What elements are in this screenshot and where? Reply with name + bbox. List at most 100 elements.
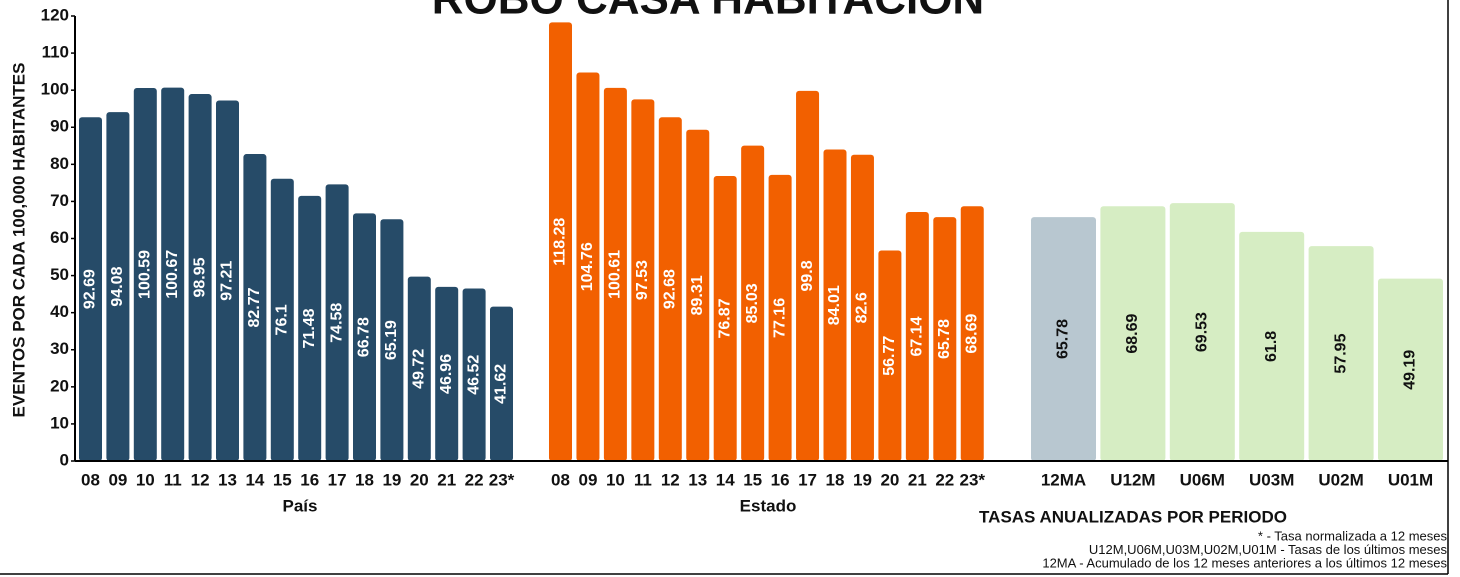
x-tick-label: 10 xyxy=(606,470,625,489)
x-tick-label: 10 xyxy=(136,470,155,489)
value-label: 77.16 xyxy=(771,298,788,338)
bar xyxy=(549,22,572,462)
value-label: 84.01 xyxy=(826,285,843,325)
bar xyxy=(576,72,600,461)
x-tick-label: 18 xyxy=(355,470,374,489)
x-tick-label: 12 xyxy=(661,470,680,489)
x-tick-label: 13 xyxy=(688,470,707,489)
value-label: 76.1 xyxy=(274,304,291,335)
x-tick-label: 23* xyxy=(489,470,515,489)
bar xyxy=(686,129,710,461)
x-tick-label: U01M xyxy=(1388,470,1433,489)
x-tick-label: 23* xyxy=(959,470,985,489)
value-label: 68.69 xyxy=(1124,314,1141,354)
bar xyxy=(1378,278,1443,461)
bar xyxy=(133,87,157,461)
bar xyxy=(161,87,185,462)
bar xyxy=(1169,203,1235,461)
bar xyxy=(796,90,820,462)
y-tick-label: 10 xyxy=(50,413,69,432)
x-tick-label: 14 xyxy=(245,470,264,489)
value-label: 49.19 xyxy=(1402,350,1419,390)
y-tick-label: 100 xyxy=(41,80,69,99)
x-tick-label: 21 xyxy=(908,470,927,489)
bar xyxy=(878,250,902,461)
x-tick-label: 17 xyxy=(328,470,347,489)
y-tick-label: 90 xyxy=(50,117,69,136)
value-label: 97.53 xyxy=(634,260,651,300)
group-label: TASAS ANUALIZADAS POR PERIODO xyxy=(979,507,1287,526)
x-tick-label: 08 xyxy=(551,470,570,489)
x-tick-label: 13 xyxy=(218,470,237,489)
footnote: * - Tasa normalizada a 12 meses xyxy=(1258,528,1448,543)
x-tick-label: U06M xyxy=(1180,470,1225,489)
footnote: U12M,U06M,U03M,U02M,U01M - Tasas de los … xyxy=(1089,542,1448,557)
bar xyxy=(490,306,513,461)
value-label: 66.78 xyxy=(356,317,373,357)
bar xyxy=(353,213,376,461)
bar xyxy=(850,154,874,462)
value-label: 49.72 xyxy=(411,349,428,389)
value-label: 82.77 xyxy=(246,287,263,327)
value-label: 76.87 xyxy=(716,298,733,338)
value-label: 89.31 xyxy=(689,275,706,315)
bar xyxy=(216,100,239,462)
bar xyxy=(960,206,984,461)
x-tick-label: 19 xyxy=(853,470,872,489)
x-tick-label: 09 xyxy=(578,470,597,489)
bar xyxy=(298,195,322,461)
bar xyxy=(106,112,130,462)
bar xyxy=(741,145,765,461)
x-tick-label: 14 xyxy=(716,470,735,489)
bar xyxy=(1308,246,1374,461)
bar xyxy=(407,276,431,461)
bar xyxy=(823,149,847,461)
value-label: 74.58 xyxy=(328,303,345,343)
value-label: 100.67 xyxy=(164,250,181,299)
value-label: 71.48 xyxy=(301,308,318,348)
x-tick-label: 15 xyxy=(743,470,762,489)
bar xyxy=(631,99,655,462)
x-tick-label: U03M xyxy=(1249,470,1294,489)
group-label: País xyxy=(283,496,318,515)
value-label: 104.76 xyxy=(579,242,596,291)
bar xyxy=(380,219,404,461)
x-tick-label: 15 xyxy=(273,470,292,489)
bar xyxy=(713,175,737,461)
footnote: 12MA - Acumulado de los 12 meses anterio… xyxy=(1042,555,1447,570)
bar xyxy=(435,286,459,461)
bar xyxy=(905,212,929,461)
value-label: 46.52 xyxy=(465,355,482,395)
x-tick-label: 09 xyxy=(108,470,127,489)
x-tick-label: U12M xyxy=(1110,470,1155,489)
y-tick-label: 120 xyxy=(41,5,69,24)
value-label: 97.21 xyxy=(219,261,236,301)
value-label: 46.96 xyxy=(438,354,455,394)
value-label: 41.62 xyxy=(493,364,510,404)
bar xyxy=(243,154,267,461)
x-tick-label: 11 xyxy=(634,470,652,489)
bar xyxy=(79,117,102,461)
value-label: 69.53 xyxy=(1194,312,1211,352)
y-tick-label: 50 xyxy=(50,265,69,284)
y-tick-label: 20 xyxy=(50,376,69,395)
value-label: 94.08 xyxy=(109,266,126,306)
y-tick-label: 110 xyxy=(42,43,69,62)
chart-title: ROBO CASA HABITACION xyxy=(432,0,984,24)
x-tick-label: 12 xyxy=(191,470,210,489)
x-tick-label: 19 xyxy=(382,470,401,489)
value-label: 56.77 xyxy=(881,336,898,376)
y-axis-label: EVENTOS POR CADA 100,000 HABITANTES xyxy=(9,63,28,418)
y-tick-label: 70 xyxy=(50,191,69,210)
x-tick-label: U02M xyxy=(1318,470,1363,489)
y-tick-label: 0 xyxy=(60,450,69,469)
x-tick-label: 11 xyxy=(164,470,182,489)
value-label: 65.19 xyxy=(383,320,400,360)
bar xyxy=(462,288,486,461)
value-label: 100.61 xyxy=(607,250,624,299)
value-label: 100.59 xyxy=(137,250,154,299)
bar xyxy=(325,184,349,461)
bar xyxy=(1100,206,1166,461)
value-label: 92.69 xyxy=(82,269,99,309)
x-tick-label: 21 xyxy=(437,470,456,489)
